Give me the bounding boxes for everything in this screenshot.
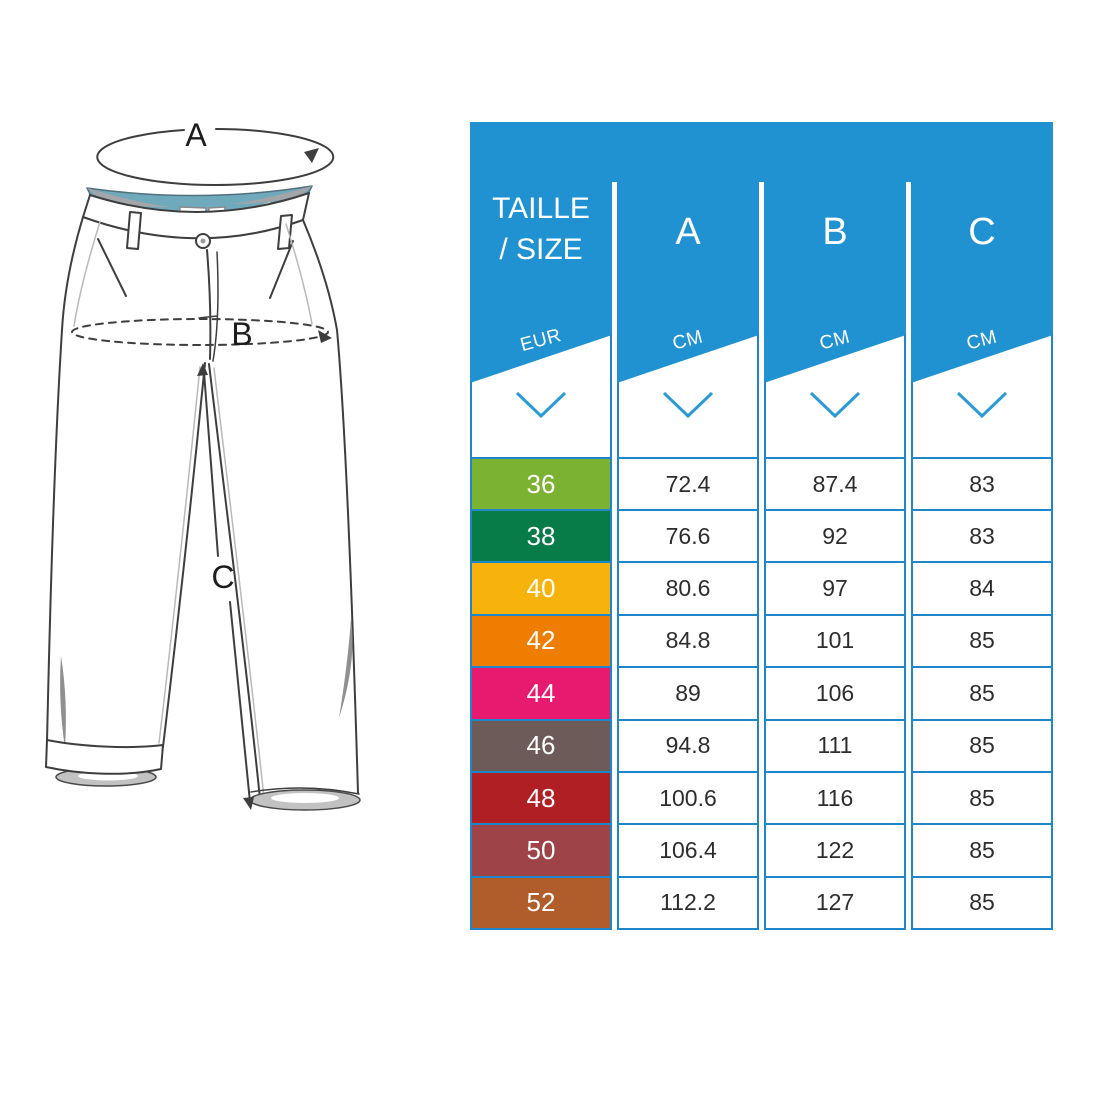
col-label-a: A [675, 211, 701, 253]
header-col-shape [470, 182, 612, 457]
col-label-c: C [968, 211, 996, 253]
table-row: 44 89 106 85 [470, 668, 1053, 721]
length-measure-line [203, 371, 219, 557]
value-cell-b: 127 [764, 877, 906, 931]
value-cell-a: 76.6 [617, 511, 759, 564]
value-cell-c: 85 [911, 772, 1053, 826]
size-cell: 40 [470, 563, 612, 616]
value-cell-a: 100.6 [617, 772, 759, 826]
hip-measure-ellipse [71, 318, 329, 346]
table-row: 38 76.6 92 83 [470, 511, 1053, 564]
size-cell: 36 [470, 457, 612, 511]
measure-label-b: B [231, 316, 252, 352]
hip-arrowhead [318, 330, 332, 343]
header-col-shape [911, 182, 1053, 457]
table-row: 46 94.8 111 85 [470, 720, 1053, 773]
chevron-down-icon[interactable] [911, 390, 1053, 420]
value-cell-c: 84 [911, 563, 1053, 616]
size-cell: 50 [470, 825, 612, 878]
value-cell-b: 116 [764, 772, 906, 826]
size-cell: 44 [470, 668, 612, 721]
header-col-b: B CM [764, 182, 906, 457]
table-row: 40 80.6 97 84 [470, 563, 1053, 616]
header-title: TAILLE / SIZE [470, 188, 612, 270]
value-cell-b: 87.4 [764, 457, 906, 511]
size-cell: 48 [470, 772, 612, 826]
table-row: 42 84.8 101 85 [470, 615, 1053, 669]
value-cell-c: 83 [911, 511, 1053, 564]
value-cell-a: 84.8 [617, 615, 759, 669]
value-cell-a: 106.4 [617, 825, 759, 878]
size-cell: 52 [470, 877, 612, 931]
value-cell-b: 111 [764, 720, 906, 773]
table-row: 50 106.4 122 85 [470, 825, 1053, 878]
chevron-down-icon[interactable] [764, 390, 906, 420]
header-col-a: A CM [617, 182, 759, 457]
table-header-band [470, 122, 1053, 182]
col-label-b: B [822, 211, 848, 253]
pants-diagram: A B C [45, 117, 361, 811]
chevron-down-icon[interactable] [470, 390, 612, 420]
table-row: 36 72.4 87.4 83 [470, 457, 1053, 511]
value-cell-b: 106 [764, 668, 906, 721]
chevron-down-icon[interactable] [617, 390, 759, 420]
size-cell: 46 [470, 720, 612, 773]
waist-measure-ellipse [96, 128, 335, 186]
header-title-line2: / SIZE [499, 233, 583, 266]
value-cell-a: 112.2 [617, 877, 759, 931]
table-row: 52 112.2 127 85 [470, 877, 1053, 931]
waist-arrowhead [304, 148, 319, 163]
value-cell-c: 85 [911, 877, 1053, 931]
value-cell-c: 83 [911, 457, 1053, 511]
header-col-shape [617, 182, 759, 457]
size-cell: 42 [470, 615, 612, 669]
header-col-size: TAILLE / SIZE EUR [470, 182, 612, 457]
header-col-c: C CM [911, 182, 1053, 457]
value-cell-b: 101 [764, 615, 906, 669]
value-cell-b: 97 [764, 563, 906, 616]
header-title-line1: TAILLE [492, 192, 590, 225]
value-cell-a: 94.8 [617, 720, 759, 773]
value-cell-c: 85 [911, 825, 1053, 878]
table-row: 48 100.6 116 85 [470, 772, 1053, 826]
size-table: TAILLE / SIZE EUR A CM [470, 122, 1053, 934]
value-cell-c: 85 [911, 720, 1053, 773]
measure-label-c: C [211, 559, 234, 595]
value-cell-a: 80.6 [617, 563, 759, 616]
value-cell-a: 72.4 [617, 457, 759, 511]
header-col-shape [764, 182, 906, 457]
value-cell-c: 85 [911, 615, 1053, 669]
value-cell-c: 85 [911, 668, 1053, 721]
size-cell: 38 [470, 511, 612, 564]
value-cell-a: 89 [617, 668, 759, 721]
size-grid: 36 72.4 87.4 83 38 76.6 92 83 40 80.6 97… [470, 457, 1053, 931]
measure-label-a: A [185, 117, 207, 153]
value-cell-b: 92 [764, 511, 906, 564]
value-cell-b: 122 [764, 825, 906, 878]
